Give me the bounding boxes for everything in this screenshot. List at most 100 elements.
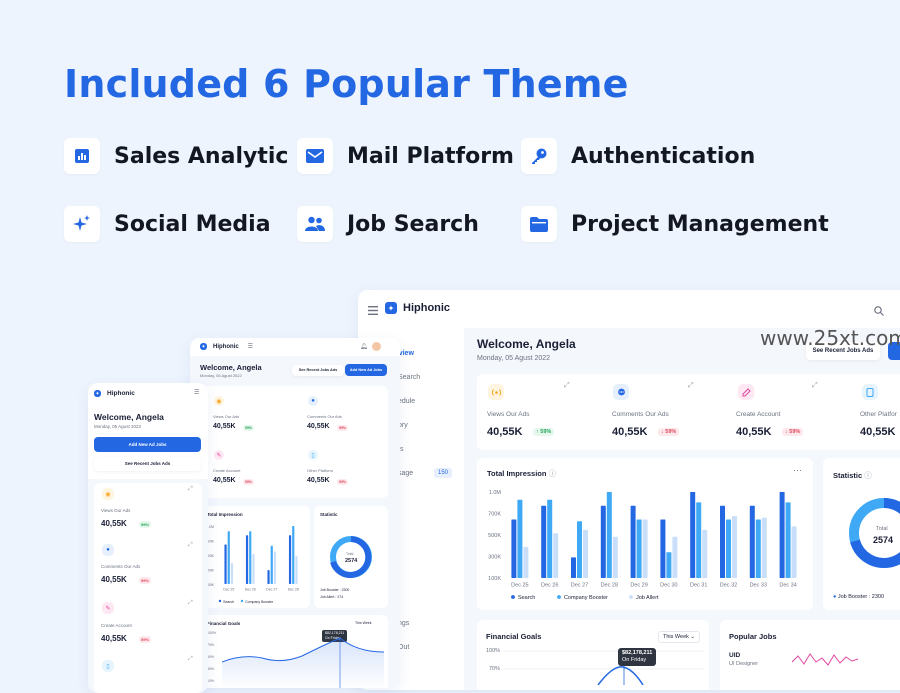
feature-label: Project Management — [571, 211, 829, 237]
fin-tick: 50% — [207, 655, 215, 659]
financial-filter-dropdown[interactable]: This Week — [355, 621, 372, 625]
stat-change-badge: 59% — [337, 479, 349, 485]
page-headline: Included 6 Popular Theme — [64, 62, 629, 106]
welcome-title: Welcome, Angela — [94, 412, 164, 422]
bar-job-allert — [252, 553, 255, 584]
stat-label: Other Platform — [307, 468, 334, 473]
key-icon — [521, 138, 557, 174]
sidebar-item-schedule[interactable]: edule — [398, 398, 416, 405]
x-tick-label: Dec 34 — [779, 583, 796, 589]
feature-label: Job Search — [347, 211, 479, 237]
sidebar-item-history[interactable]: ory — [398, 422, 408, 429]
expand-icon[interactable]: ⤢ — [188, 656, 193, 662]
bar-search — [267, 570, 270, 584]
bar-company-booster — [577, 521, 582, 578]
see-recent-jobs-button[interactable]: See Recent Jobs Ads — [292, 365, 344, 376]
bar-job-allert — [732, 516, 737, 578]
tooltip-day: On Friday — [325, 636, 341, 640]
bar-search — [245, 535, 249, 584]
stat-label: Comments Our Ads — [307, 414, 342, 419]
feature-project-management: Project Management — [521, 206, 829, 242]
sidebar-item-overview[interactable]: rview — [396, 350, 414, 357]
tooltip-value: $82,178,211 — [622, 650, 653, 656]
stat-change-badge: 59% — [139, 636, 152, 643]
statistic-legend: ● Job Booster : 2300 — [833, 594, 884, 600]
brand-logo[interactable]: ✦ Hiphonic — [94, 390, 135, 397]
bell-icon[interactable]: 🔔︎ — [360, 344, 368, 350]
expand-icon[interactable]: ⤢ — [812, 382, 818, 389]
more-options-icon[interactable]: ··· — [793, 465, 802, 475]
stat-value: 40,55K — [213, 477, 236, 484]
stat-value: 40,55K — [612, 426, 648, 438]
feature-social-media: Social Media — [64, 206, 271, 242]
statistic-card — [823, 458, 900, 610]
brand-logo[interactable]: ✦ Hiphonic ☰ — [200, 343, 253, 350]
filter-label: This Week — [663, 634, 689, 640]
x-tick-label: Dec 31 — [690, 583, 707, 589]
stat-change: 59% — [789, 429, 801, 435]
bar-job-allert — [230, 563, 234, 584]
bar-company-booster — [292, 526, 295, 584]
bar-search — [720, 505, 725, 578]
y-tick-label: 500K — [488, 533, 501, 539]
bar-company-booster — [696, 502, 702, 578]
add-ad-button[interactable]: Add New Ad Jobs — [94, 437, 201, 452]
feature-sales-analytic: Sales Analytic — [64, 138, 288, 174]
add-ad-button[interactable]: A — [888, 342, 900, 360]
expand-icon[interactable]: ⤢ — [564, 382, 570, 389]
expand-icon[interactable]: ⤢ — [688, 382, 694, 389]
sidebar-item-job-search[interactable]: Search — [398, 374, 421, 381]
hamburger-icon[interactable]: ☰ — [247, 344, 254, 350]
x-tick-label: Dec 25 — [223, 588, 234, 592]
stat-value: 40,55K — [736, 426, 772, 438]
donut-total-value: 2574 — [873, 535, 894, 545]
legend-label: Job Allert — [636, 595, 659, 601]
hamburger-icon[interactable]: ☰ — [194, 390, 200, 396]
expand-icon[interactable]: ⤢ — [188, 600, 193, 606]
donut-arc-main — [330, 536, 372, 578]
bar-company-booster — [755, 519, 761, 578]
x-tick-label: Dec 27 — [571, 583, 588, 589]
impression-chart-mini: 1.0M 700K 500K 300K 100K Dec 25 Dec 26 Dec 27 De… — [206, 525, 299, 604]
financial-area — [222, 638, 384, 688]
search-icon[interactable] — [874, 303, 884, 321]
feature-mail-platform: Mail Platform — [297, 138, 514, 174]
donut-total-value: 2574 — [345, 558, 358, 564]
brand-logo[interactable]: ✦ Hiphonic — [385, 302, 450, 314]
add-ad-button[interactable]: Add New Ad Jobs — [345, 364, 387, 376]
bar-job-allert — [583, 529, 588, 578]
sidebar-item-logout[interactable]: Out — [398, 644, 410, 651]
bar-search — [779, 492, 785, 578]
bar-company-booster — [270, 545, 273, 584]
bar-search — [224, 544, 227, 584]
see-recent-jobs-button[interactable]: See Recent Jobs Ads — [94, 457, 201, 471]
donut-arc-main — [850, 498, 900, 568]
financial-filter-dropdown[interactable]: This Week ⌄ — [658, 631, 701, 643]
stat-change-badge: ↑ 59% — [533, 428, 555, 436]
job-name[interactable]: UID — [729, 652, 741, 659]
stats-card — [200, 386, 388, 498]
expand-icon[interactable]: ⤢ — [188, 486, 193, 492]
stat-label: Other Platfor — [860, 411, 897, 418]
job-sparkline — [792, 653, 859, 666]
sidebar-item-reports[interactable]: ts — [398, 446, 404, 453]
welcome-date: Monday, 05 Agust 2022 — [200, 373, 242, 378]
bar-search — [660, 519, 666, 578]
hamburger-icon[interactable] — [368, 302, 378, 320]
stat-change-badge: 59% — [139, 521, 152, 528]
avatar[interactable] — [372, 342, 381, 351]
broadcast-icon — [488, 384, 504, 400]
legend-label: Company Booster — [245, 600, 274, 604]
stat-label: Views Our Ads — [213, 414, 240, 419]
legend-label: Search — [223, 600, 234, 604]
stat-change-badge: ↓ 59% — [658, 428, 680, 436]
expand-icon[interactable]: ⤢ — [188, 542, 193, 548]
see-recent-jobs-button[interactable]: See Recent Jobs Ads — [806, 342, 880, 360]
popular-jobs-card — [720, 620, 900, 690]
legend-dot — [511, 595, 515, 599]
sidebar-item-settings[interactable]: ngs — [398, 620, 410, 627]
financial-title: Financial Goals — [207, 621, 241, 626]
stat-change-badge: 59% — [139, 577, 152, 584]
welcome-title: Welcome, Angela — [200, 363, 262, 372]
sidebar-item-message[interactable]: sage — [398, 470, 414, 477]
